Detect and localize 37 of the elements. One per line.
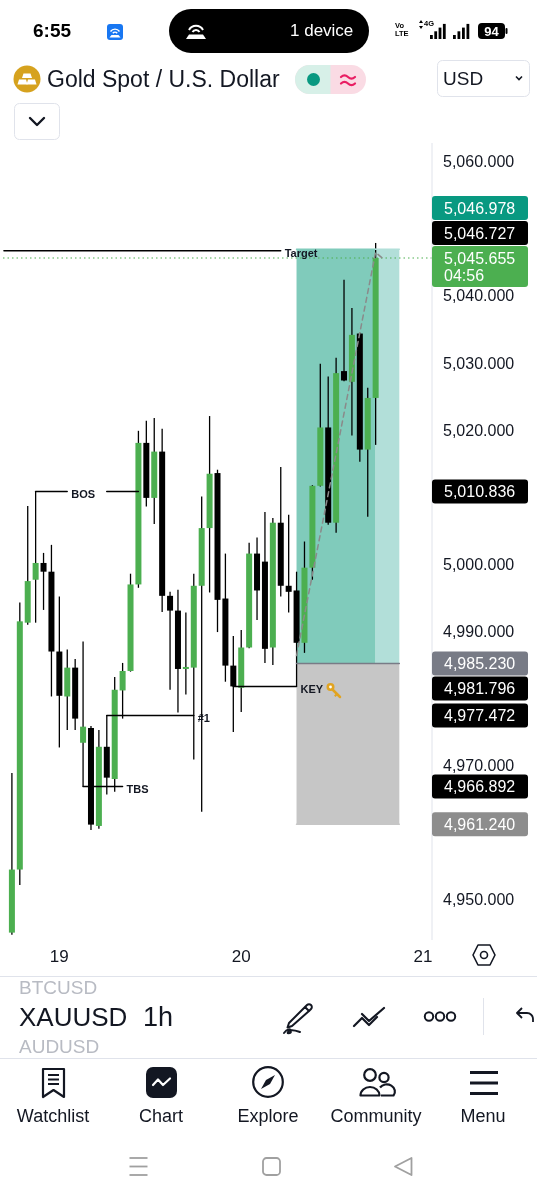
y-tick-label: 5,020.000 bbox=[443, 421, 515, 439]
text: AUDUSD bbox=[19, 1036, 100, 1058]
y-tick-label: 5,060.000 bbox=[443, 153, 515, 171]
text: Chart bbox=[138, 1105, 184, 1127]
text: 94 bbox=[484, 23, 499, 39]
text: USD bbox=[443, 68, 484, 90]
y-tick-label: 4,966.892 bbox=[444, 777, 516, 795]
y-tick-label: 4,985.230 bbox=[444, 654, 516, 672]
text: Community bbox=[330, 1105, 422, 1127]
text: Explore bbox=[237, 1105, 299, 1127]
ref-line-label: 5,045.655 04:56 bbox=[444, 249, 516, 284]
x-tick-label: 20 bbox=[231, 946, 251, 966]
text: 6:55 bbox=[33, 20, 72, 42]
text: Menu bbox=[460, 1105, 506, 1127]
y-tick-label: 5,040.000 bbox=[443, 287, 515, 305]
y-tick-label: 5,030.000 bbox=[443, 354, 515, 372]
y-tick-label: 5,000.000 bbox=[443, 555, 515, 573]
y-tick-label: 5,010.836 bbox=[444, 483, 516, 501]
text: 5,046.727 bbox=[444, 224, 516, 242]
y-tick-label: 4,950.000 bbox=[443, 891, 515, 909]
chart-title: Gold Spot / U.S. Dollar bbox=[47, 66, 280, 92]
y-tick-label: 4,970.000 bbox=[443, 757, 515, 775]
x-tick-label: 21 bbox=[413, 946, 433, 966]
y-tick-label: 4,990.000 bbox=[443, 622, 515, 640]
series-label: KEY bbox=[300, 682, 324, 695]
text: 1 device bbox=[290, 21, 354, 41]
text: Watchlist bbox=[16, 1105, 90, 1127]
y-tick-label: 4,981.796 bbox=[444, 679, 516, 697]
y-tick-label: 4,961.240 bbox=[444, 815, 516, 833]
series-label: BOS bbox=[71, 488, 96, 501]
text: 1h bbox=[143, 1001, 174, 1033]
x-tick-label: 19 bbox=[49, 946, 69, 966]
text: BTCUSD bbox=[19, 977, 98, 999]
text: 5,046.978 bbox=[444, 199, 516, 217]
text: XAUUSD bbox=[19, 1002, 128, 1032]
series-label: TBS bbox=[126, 782, 149, 795]
y-tick-label: 4,977.472 bbox=[444, 706, 516, 724]
